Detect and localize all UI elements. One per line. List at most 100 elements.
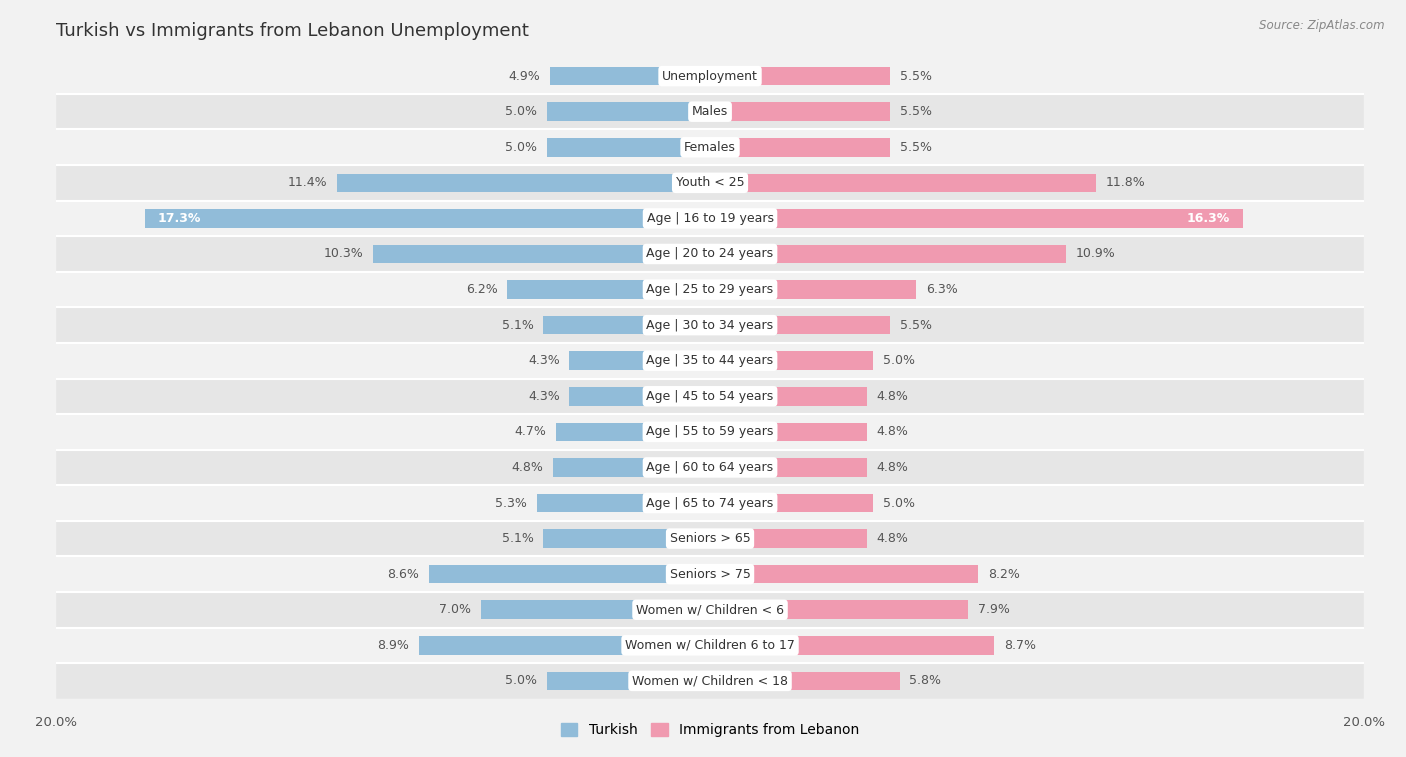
Text: 11.4%: 11.4% [288,176,328,189]
Text: 7.9%: 7.9% [979,603,1010,616]
Bar [547,671,710,690]
Text: Youth < 25: Youth < 25 [676,176,744,189]
Text: Unemployment: Unemployment [662,70,758,83]
Text: 5.8%: 5.8% [910,674,942,687]
Text: Age | 60 to 64 years: Age | 60 to 64 years [647,461,773,474]
Text: 5.0%: 5.0% [505,674,537,687]
Text: 5.5%: 5.5% [900,105,932,118]
FancyBboxPatch shape [56,58,1364,94]
Legend: Turkish, Immigrants from Lebanon: Turkish, Immigrants from Lebanon [555,718,865,743]
Bar [550,67,710,86]
FancyBboxPatch shape [56,628,1364,663]
Bar [419,636,710,655]
Text: 16.3%: 16.3% [1187,212,1230,225]
Text: 4.8%: 4.8% [877,390,908,403]
FancyBboxPatch shape [56,556,1364,592]
Bar [710,636,994,655]
Text: 5.5%: 5.5% [900,70,932,83]
Text: 10.9%: 10.9% [1076,248,1116,260]
FancyBboxPatch shape [56,343,1364,378]
Bar [553,458,710,477]
Bar [481,600,710,619]
Bar [710,387,868,406]
Text: 8.2%: 8.2% [988,568,1019,581]
FancyBboxPatch shape [56,307,1364,343]
Text: Females: Females [685,141,735,154]
Text: Age | 45 to 54 years: Age | 45 to 54 years [647,390,773,403]
FancyBboxPatch shape [56,378,1364,414]
FancyBboxPatch shape [56,592,1364,628]
Bar [547,102,710,121]
Bar [547,138,710,157]
Bar [710,458,868,477]
Bar [710,245,1066,263]
Text: 6.3%: 6.3% [925,283,957,296]
Text: 5.0%: 5.0% [883,354,915,367]
Text: Age | 65 to 74 years: Age | 65 to 74 years [647,497,773,509]
FancyBboxPatch shape [56,94,1364,129]
Text: 4.3%: 4.3% [527,390,560,403]
Bar [337,173,710,192]
Bar [537,494,710,512]
Text: Turkish vs Immigrants from Lebanon Unemployment: Turkish vs Immigrants from Lebanon Unemp… [56,22,529,40]
Text: 17.3%: 17.3% [157,212,201,225]
Text: 5.5%: 5.5% [900,319,932,332]
Text: 5.0%: 5.0% [883,497,915,509]
Bar [710,422,868,441]
Text: 4.9%: 4.9% [509,70,540,83]
Bar [710,494,873,512]
Bar [710,529,868,548]
Text: Source: ZipAtlas.com: Source: ZipAtlas.com [1260,19,1385,32]
Bar [429,565,710,584]
Text: 5.1%: 5.1% [502,532,533,545]
Text: Age | 25 to 29 years: Age | 25 to 29 years [647,283,773,296]
FancyBboxPatch shape [56,521,1364,556]
Text: 8.6%: 8.6% [387,568,419,581]
Text: 4.8%: 4.8% [512,461,543,474]
Text: 4.8%: 4.8% [877,532,908,545]
Text: 11.8%: 11.8% [1105,176,1146,189]
Bar [710,209,1243,228]
Text: 5.5%: 5.5% [900,141,932,154]
Bar [508,280,710,299]
Text: 5.0%: 5.0% [505,105,537,118]
Text: 5.1%: 5.1% [502,319,533,332]
Text: Age | 35 to 44 years: Age | 35 to 44 years [647,354,773,367]
FancyBboxPatch shape [56,129,1364,165]
Text: Women w/ Children 6 to 17: Women w/ Children 6 to 17 [626,639,794,652]
Text: 10.3%: 10.3% [323,248,364,260]
Text: 5.3%: 5.3% [495,497,527,509]
Bar [557,422,710,441]
Bar [710,351,873,370]
Text: 6.2%: 6.2% [465,283,498,296]
Text: Age | 30 to 34 years: Age | 30 to 34 years [647,319,773,332]
FancyBboxPatch shape [56,450,1364,485]
Text: 7.0%: 7.0% [440,603,471,616]
FancyBboxPatch shape [56,414,1364,450]
Text: 5.0%: 5.0% [505,141,537,154]
FancyBboxPatch shape [56,165,1364,201]
Text: Age | 20 to 24 years: Age | 20 to 24 years [647,248,773,260]
Text: 4.3%: 4.3% [527,354,560,367]
Text: Women w/ Children < 18: Women w/ Children < 18 [633,674,787,687]
FancyBboxPatch shape [56,272,1364,307]
Text: Age | 55 to 59 years: Age | 55 to 59 years [647,425,773,438]
Bar [710,138,890,157]
Text: 8.9%: 8.9% [377,639,409,652]
Text: Women w/ Children < 6: Women w/ Children < 6 [636,603,785,616]
Text: Males: Males [692,105,728,118]
FancyBboxPatch shape [56,201,1364,236]
Text: 4.7%: 4.7% [515,425,547,438]
Bar [710,671,900,690]
Bar [710,67,890,86]
Text: 8.7%: 8.7% [1004,639,1036,652]
Bar [710,102,890,121]
Bar [710,600,969,619]
Text: 4.8%: 4.8% [877,425,908,438]
Bar [145,209,710,228]
Bar [569,351,710,370]
Bar [710,565,979,584]
FancyBboxPatch shape [56,485,1364,521]
Bar [710,316,890,335]
Bar [710,173,1095,192]
